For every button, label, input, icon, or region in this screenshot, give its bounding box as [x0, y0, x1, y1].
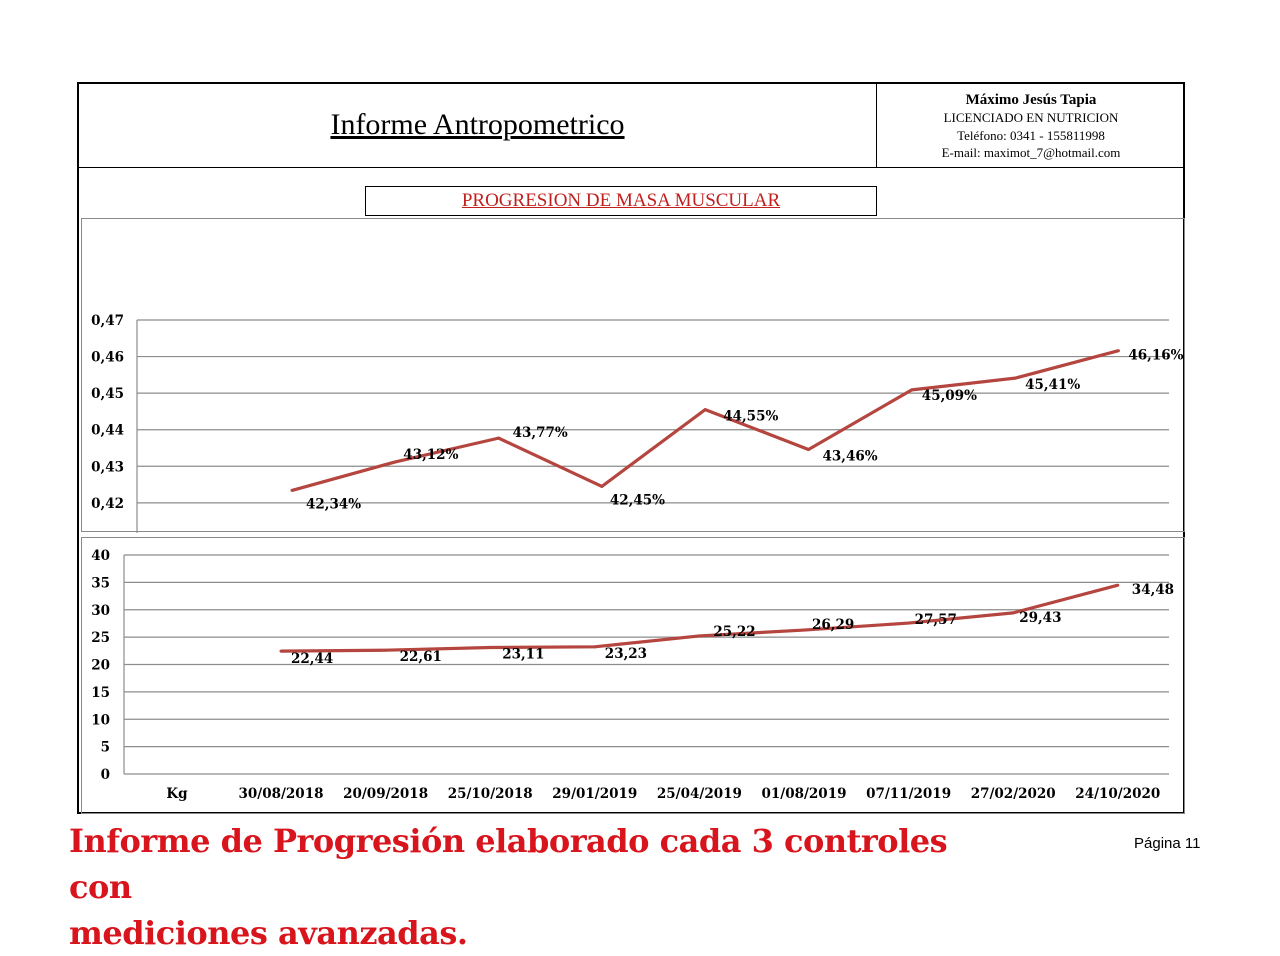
x-tick-label: 25/10/2018 — [448, 786, 533, 802]
x-tick-label: 27/02/2020 — [971, 786, 1056, 802]
contact-profession: LICENCIADO EN NUTRICION — [943, 110, 1119, 125]
x-unit-label: Kg — [166, 786, 188, 802]
y-tick-label: 15 — [91, 685, 110, 701]
series-line — [291, 349, 1119, 492]
footer-line-1: Informe de Progresión elaborado cada 3 c… — [69, 822, 948, 906]
data-point — [1011, 611, 1015, 615]
percent-chart-panel: 0,40,410,420,430,440,450,460,47%30/08/20… — [81, 218, 1185, 600]
footer-note: Informe de Progresión elaborado cada 3 c… — [69, 818, 969, 956]
data-label: 43,46% — [823, 448, 878, 464]
data-label: 29,43 — [1019, 610, 1061, 626]
data-label: 26,29 — [812, 617, 854, 633]
data-label: 45,41% — [1025, 377, 1080, 393]
contact-name: Máximo Jesús Tapia — [965, 92, 1097, 108]
data-point — [384, 648, 388, 652]
data-label: 44,55% — [723, 409, 778, 425]
y-tick-label: 0,42 — [91, 496, 124, 512]
data-point — [279, 649, 283, 653]
y-tick-label: 0,44 — [91, 423, 124, 439]
x-tick-label: 30/08/2018 — [238, 786, 323, 802]
data-label: 43,12% — [403, 447, 458, 463]
contact-phone: Teléfono: 0341 - 155811998 — [957, 127, 1105, 143]
data-label: 34,48 — [1132, 582, 1174, 598]
y-tick-label: 10 — [91, 712, 110, 728]
y-tick-label: 0,47 — [91, 313, 124, 329]
data-label: 45,09% — [922, 388, 977, 404]
data-label: 25,22 — [713, 624, 755, 640]
y-tick-label: 0,41 — [91, 532, 124, 533]
data-label: 27,57 — [915, 612, 957, 628]
data-label: 43,77% — [513, 425, 568, 441]
data-point — [802, 628, 806, 632]
data-point — [393, 460, 397, 464]
y-tick-label: 35 — [91, 575, 110, 591]
data-point — [290, 488, 294, 492]
footer-line-2: mediciones avanzadas. — [69, 914, 468, 952]
data-point — [697, 634, 701, 638]
report-title: Informe Antropometrico — [330, 108, 625, 141]
series-line — [280, 583, 1119, 653]
header-title-cell: Informe Antropometrico — [79, 84, 877, 168]
contact-card: Máximo Jesús Tapia LICENCIADO EN NUTRICI… — [877, 84, 1185, 168]
data-label: 42,34% — [306, 496, 361, 512]
data-point — [488, 645, 492, 649]
data-point — [600, 484, 604, 488]
page-number: Página 11 — [1134, 835, 1201, 852]
chart-section-title: PROGRESION DE MASA MUSCULAR — [365, 186, 877, 216]
y-tick-label: 0,43 — [91, 459, 124, 475]
data-point — [703, 408, 707, 412]
data-label: 22,61 — [400, 649, 442, 665]
report-frame: Informe Antropometrico Máximo Jesús Tapi… — [77, 82, 1185, 814]
percent-chart: 0,40,410,420,430,440,450,460,47%30/08/20… — [91, 313, 1184, 600]
kg-chart: 0 5 10 15 20 25 30 35 40 Kg 30/08/2018 20/09/2018 25… — [91, 548, 1174, 802]
data-point — [497, 436, 501, 440]
x-tick-label: 29/01/2019 — [552, 786, 637, 802]
x-tick-label: 24/10/2020 — [1075, 786, 1160, 802]
y-tick-label: 0,45 — [91, 386, 124, 402]
data-label: 23,11 — [502, 646, 544, 662]
y-tick-label: 40 — [91, 548, 110, 564]
kg-chart-panel: 0 5 10 15 20 25 30 35 40 Kg 30/08/2018 20/09/2018 25… — [81, 537, 1185, 814]
x-tick-label: 20/09/2018 — [343, 786, 428, 802]
y-tick-label: 30 — [91, 603, 110, 619]
y-tick-label: 25 — [91, 630, 110, 646]
data-point — [593, 645, 597, 649]
x-tick-label: 01/08/2019 — [761, 786, 846, 802]
data-label: 46,16% — [1128, 348, 1183, 364]
data-point — [1116, 583, 1120, 587]
contact-email: E-mail: maximot_7@hotmail.com — [941, 145, 1121, 160]
data-point — [807, 447, 810, 451]
data-point — [1116, 349, 1120, 353]
y-tick-label: 0,46 — [91, 350, 124, 366]
data-label: 22,44 — [291, 651, 333, 667]
data-point — [910, 388, 914, 392]
y-tick-label: 20 — [91, 658, 110, 674]
data-label: 42,45% — [610, 492, 665, 508]
data-point — [1013, 376, 1017, 380]
data-label: 23,23 — [605, 646, 647, 662]
y-tick-label: 0 — [101, 767, 110, 783]
y-tick-label: 5 — [101, 740, 110, 756]
x-tick-label: 25/04/2019 — [657, 786, 742, 802]
x-tick-label: 07/11/2019 — [866, 786, 951, 802]
data-point — [907, 621, 911, 625]
